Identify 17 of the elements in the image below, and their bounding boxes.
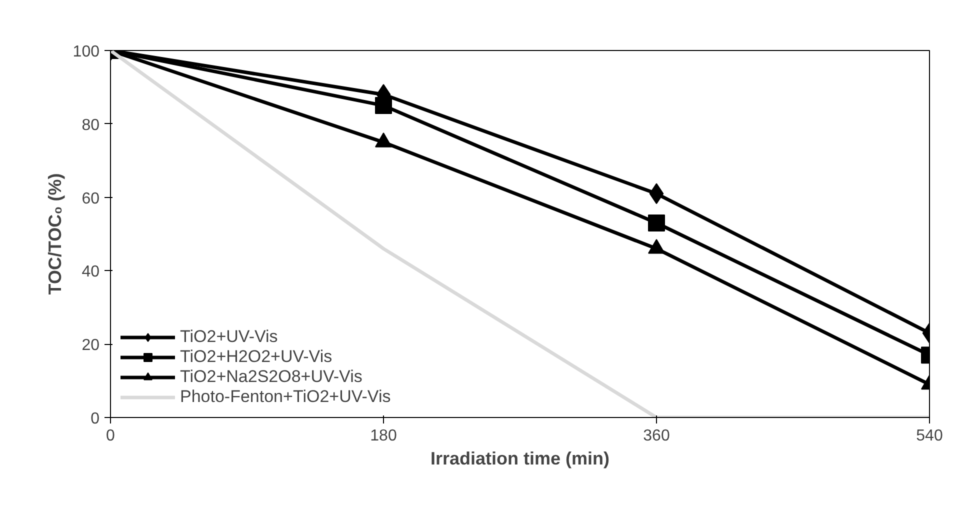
y-tick-label: 20 xyxy=(82,337,100,354)
y-tick-label: 60 xyxy=(82,190,100,208)
x-tick-label: 180 xyxy=(370,428,397,444)
legend-label: Photo-Fenton+TiO2+UV-Vis xyxy=(180,387,391,407)
y-tick-label: 100 xyxy=(72,44,100,60)
x-tick-label: 0 xyxy=(106,428,116,444)
legend-label: TiO2+UV-Vis xyxy=(180,327,278,347)
point xyxy=(375,97,392,114)
y-tick-label: 80 xyxy=(82,116,100,134)
y-axis-title: TOC/TOC₀ (%) xyxy=(44,173,65,295)
x-tick-label: 360 xyxy=(643,428,670,444)
x-axis-title: Irradiation time (min) xyxy=(430,448,610,468)
legend-label: TiO2+Na2S2O8+UV-Vis xyxy=(180,367,362,387)
y-tick-label: 0 xyxy=(90,410,100,428)
x-tick-label: 540 xyxy=(916,428,943,444)
legend-label: TiO2+H2O2+UV-Vis xyxy=(180,347,332,367)
y-tick-label: 40 xyxy=(82,264,100,281)
